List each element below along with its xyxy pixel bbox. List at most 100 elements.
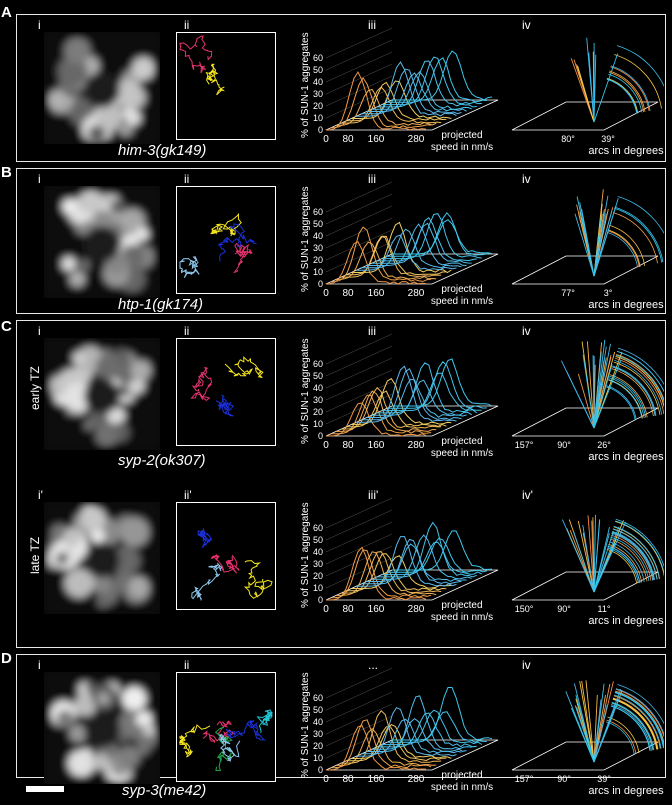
- arc-axis-label-A: arcs in degrees: [588, 145, 664, 157]
- x-axis-label-C2: projected: [441, 600, 482, 611]
- sublabel-A-1: ii: [184, 18, 189, 32]
- track-plot-D: [176, 672, 276, 782]
- y-tick-B-6: 60: [313, 207, 323, 217]
- scale-bar: [26, 786, 64, 792]
- y-tick-C-4: 40: [313, 383, 323, 393]
- arc-plot-A: 80°39°arcs in degrees: [508, 26, 664, 160]
- x-tick-D-3: 280: [408, 774, 425, 785]
- y-tick-D-3: 30: [313, 729, 323, 739]
- arc-plot-D: 157°90°39°arcs in degrees: [508, 666, 664, 800]
- x-tick-A-3: 280: [408, 134, 425, 145]
- y-tick-A-6: 60: [313, 53, 323, 63]
- x-tick-D-0: 0: [323, 774, 329, 785]
- genotype-label-D: syp-3(me42): [122, 782, 206, 799]
- x-axis-label-C: projected: [441, 436, 482, 447]
- y-tick-C-2: 20: [313, 407, 323, 417]
- x-tick-A-1: 80: [342, 134, 354, 145]
- y-tick-D-6: 60: [313, 693, 323, 703]
- y-tick-C2-1: 10: [313, 583, 323, 593]
- sublabel-A-0: i: [38, 18, 41, 32]
- y-axis-label-A: % of SUN-1 aggregates: [300, 32, 311, 138]
- arc-tick-D-2: 39°: [597, 774, 611, 784]
- y-tick-B-2: 20: [313, 255, 323, 265]
- y-tick-D-1: 10: [313, 753, 323, 763]
- y-tick-D-2: 20: [313, 741, 323, 751]
- x-axis-label2-C: speed in nm/s: [431, 448, 493, 459]
- y-tick-D-5: 50: [313, 705, 323, 715]
- y-tick-C-5: 50: [313, 371, 323, 381]
- y-tick-B-4: 40: [313, 231, 323, 241]
- genotype-label-A: him-3(gk149): [118, 142, 206, 159]
- sublabel-C2-0: i': [38, 488, 43, 502]
- y-tick-A-1: 10: [313, 113, 323, 123]
- arc-axis-label-C: arcs in degrees: [588, 451, 664, 463]
- x-tick-C-3: 280: [408, 440, 425, 451]
- panel-letter-C: C: [1, 318, 12, 335]
- x-axis-label2-C2: speed in nm/s: [431, 612, 493, 623]
- arc-tick-C-1: 90°: [557, 440, 571, 450]
- y-tick-C2-3: 30: [313, 559, 323, 569]
- track-plot-C2: [176, 502, 276, 610]
- x-tick-C-0: 0: [323, 440, 329, 451]
- micrograph-A: [44, 32, 160, 144]
- sublabel-C2-1: ii': [184, 488, 192, 502]
- x-tick-C-1: 80: [342, 440, 354, 451]
- x-tick-B-1: 80: [342, 288, 354, 299]
- arc-tick-C2-0: 150°: [515, 604, 534, 614]
- arc-plot-C: 157°90°26°arcs in degrees: [508, 332, 664, 466]
- genotype-label-C: syp-2(ok307): [118, 452, 206, 469]
- arc-tick-A-1: 39°: [601, 134, 615, 144]
- y-tick-B-5: 50: [313, 219, 323, 229]
- arc-plot-B: 77° 3°arcs in degrees: [508, 180, 664, 314]
- y-tick-C2-6: 60: [313, 523, 323, 533]
- y-axis-label-B: % of SUN-1 aggregates: [300, 186, 311, 292]
- x-tick-B-2: 160: [368, 288, 385, 299]
- arc-axis-label-D: arcs in degrees: [588, 785, 664, 797]
- arc-tick-C2-1: 90°: [557, 604, 571, 614]
- arc-tick-C2-2: 11°: [598, 604, 611, 614]
- x-tick-D-2: 160: [368, 774, 385, 785]
- micrograph-D: [44, 672, 160, 784]
- y-axis-label-C: % of SUN-1 aggregates: [300, 338, 311, 444]
- track-plot-B: [176, 186, 276, 294]
- y-tick-A-3: 30: [313, 89, 323, 99]
- track-plot-C: [176, 338, 276, 446]
- micrograph-C2: [44, 502, 160, 614]
- y-tick-C-1: 10: [313, 419, 323, 429]
- x-tick-C2-3: 280: [408, 604, 425, 615]
- sublabel-D-0: i: [38, 658, 41, 672]
- arc-tick-C-0: 157°: [515, 440, 534, 450]
- y-tick-C-3: 30: [313, 395, 323, 405]
- stage-label-C: early TZ: [28, 366, 42, 410]
- track-plot-A: [176, 32, 276, 140]
- sublabel-C-1: ii: [184, 324, 189, 338]
- x-axis-label2-B: speed in nm/s: [431, 296, 493, 307]
- arc-axis-label-C2: arcs in degrees: [588, 615, 664, 627]
- x-tick-D-1: 80: [342, 774, 354, 785]
- x-axis-label-B: projected: [441, 284, 482, 295]
- x-tick-A-0: 0: [323, 134, 329, 145]
- arc-tick-B-1: 3°: [604, 288, 613, 298]
- x-axis-label2-A: speed in nm/s: [431, 142, 493, 153]
- arc-tick-D-0: 157°: [515, 774, 534, 784]
- sublabel-D-1: ii: [184, 658, 189, 672]
- micrograph-B: [44, 186, 160, 298]
- x-axis-label2-D: speed in nm/s: [431, 782, 493, 793]
- stage-label-C2: late TZ: [28, 537, 42, 574]
- x-tick-B-0: 0: [323, 288, 329, 299]
- arc-tick-B-0: 77°: [561, 288, 575, 298]
- x-tick-C2-0: 0: [323, 604, 329, 615]
- x-tick-C2-1: 80: [342, 604, 354, 615]
- y-tick-C2-2: 20: [313, 571, 323, 581]
- y-axis-label-D: % of SUN-1 aggregates: [300, 672, 311, 778]
- y-tick-B-3: 30: [313, 243, 323, 253]
- arc-plot-C2: 150° 90° 11°arcs in degrees: [508, 496, 664, 630]
- arc-axis-label-B: arcs in degrees: [588, 299, 664, 311]
- x-tick-B-3: 280: [408, 288, 425, 299]
- sublabel-C-0: i: [38, 324, 41, 338]
